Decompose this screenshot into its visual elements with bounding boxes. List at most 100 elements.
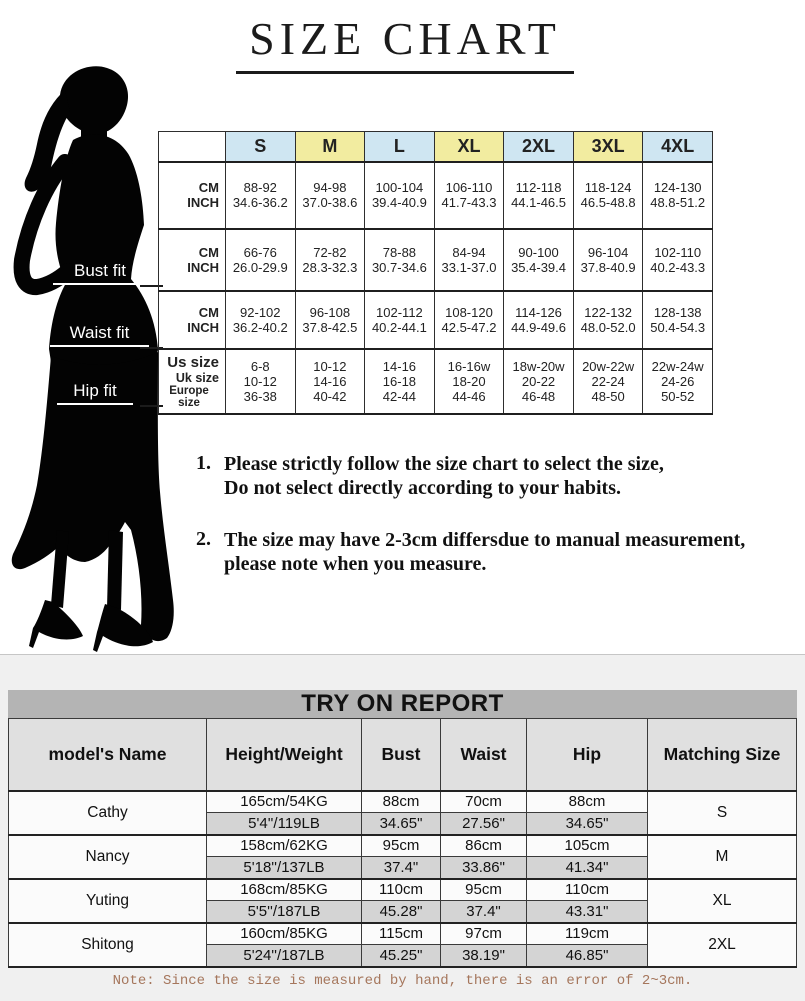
waist-metric: 97cm: [440, 921, 527, 945]
note-1-line-1: Please strictly follow the size chart to…: [224, 453, 664, 475]
table-row: Cathy 165cm/54KG 88cm 70cm 88cm S: [8, 789, 797, 835]
try-on-report-section: TRY ON REPORT model's Name Height/Weight…: [0, 654, 805, 1001]
hip-inch-value: 37.8-42.5: [302, 319, 358, 335]
col-header-hip: Hip: [526, 718, 648, 792]
col-header-bust: Bust: [361, 718, 441, 792]
europe-size-value: 46-48: [521, 388, 556, 404]
woman-silhouette-icon: [11, 66, 174, 652]
hip-imperial: 41.34": [526, 856, 648, 879]
region-size-rows: Us size Uk size Europe size 6-8 10-12 36-3…: [158, 348, 713, 415]
matching-size: M: [647, 833, 797, 879]
uk-size-value: 18-20: [452, 373, 486, 389]
hip-row: CM INCH 92-102 36.2-40.2 96-108 37.8-42.5 …: [158, 290, 713, 350]
hip-imperial: 46.85": [526, 944, 648, 967]
waist-cm-value: 66-76: [243, 244, 277, 260]
us-size-value: 20w-22w: [582, 358, 635, 374]
waist-cm-value: 90-100: [518, 244, 559, 260]
bust-imperial: 37.4": [361, 856, 441, 879]
europe-size-value: 48-50: [591, 388, 625, 404]
waist-row: CM INCH 66-76 26.0-29.9 72-82 28.3-32.3 78…: [158, 228, 713, 292]
uk-size-value: 24-26: [661, 373, 695, 389]
bust-metric: 95cm: [361, 833, 441, 857]
europe-size-value: 50-52: [661, 388, 695, 404]
model-name: Shitong: [8, 921, 207, 967]
table-row: 5'4''/119LB 34.65" 27.56" 34.65": [9, 812, 797, 835]
note-2-number: 2.: [196, 528, 211, 550]
note-1-line-2: Do not select directly according to your…: [224, 477, 622, 499]
inch-row-label: INCH: [187, 195, 219, 210]
bust-inch-value: 44.1-46.5: [511, 195, 566, 210]
waist-imperial: 38.19": [440, 944, 527, 967]
bust-metric: 110cm: [361, 877, 441, 901]
col-header-model-name: model's Name: [8, 718, 207, 792]
us-size-value: 6-8: [250, 358, 270, 374]
hip-connector-line: [140, 405, 163, 407]
note-1: 1. Please strictly follow the size chart…: [196, 452, 796, 500]
waist-fit-label: Waist fit: [50, 323, 149, 347]
height-weight-metric: 158cm/62KG: [206, 833, 362, 857]
uk-size-value: 22-24: [591, 373, 625, 389]
height-weight-imperial: 5'24''/187LB: [206, 944, 362, 967]
waist-cm-value: 72-82: [313, 244, 347, 260]
table-row: 5'24''/187LB 45.25" 38.19" 46.85": [9, 944, 797, 967]
europe-size-value: 40-42: [313, 388, 347, 404]
model-name: Nancy: [8, 833, 207, 879]
us-size-label: Us size: [167, 353, 219, 371]
uk-size-value: 20-22: [521, 373, 556, 389]
col-header-matching-size: Matching Size: [647, 718, 797, 792]
bust-inch-value: 34.6-36.2: [232, 195, 288, 210]
hip-cm-value: 114-126: [515, 304, 562, 320]
europe-size-value: 36-38: [243, 388, 277, 404]
bust-cm-value: 118-124: [584, 180, 632, 195]
size-notes: 1. Please strictly follow the size chart…: [196, 452, 796, 604]
hip-imperial: 34.65": [526, 812, 648, 835]
title-underline: [236, 71, 574, 74]
hip-cm-value: 108-120: [445, 304, 493, 320]
waist-cm-value: 96-104: [587, 244, 629, 260]
waist-inch-value: 35.4-39.4: [511, 259, 566, 275]
waist-connector-line: [140, 347, 163, 349]
table-row: Yuting 168cm/85KG 110cm 95cm 110cm XL: [8, 877, 797, 923]
waist-inch-value: 37.8-40.9: [580, 259, 636, 275]
bust-inch-value: 39.4-40.9: [371, 195, 427, 210]
note-2: 2. The size may have 2-3cm differsdue to…: [196, 528, 796, 576]
us-size-value: 14-16: [382, 358, 417, 374]
waist-inch-value: 30.7-34.6: [371, 259, 427, 275]
us-size-value: 16-16w: [447, 358, 491, 374]
waist-imperial: 33.86": [440, 856, 527, 879]
cm-row-label: CM: [198, 180, 219, 195]
table-row: Shitong 160cm/85KG 115cm 97cm 119cm 2XL: [8, 921, 797, 967]
bust-imperial: 45.28": [361, 900, 441, 923]
hip-inch-value: 48.0-52.0: [580, 319, 636, 335]
model-silhouette-figure: Bust fit Waist fit Hip fit: [5, 60, 205, 660]
waist-inch-value: 33.1-37.0: [441, 259, 497, 275]
try-on-report-title: TRY ON REPORT: [8, 690, 797, 718]
size-col-header-2xl: 2XL: [503, 131, 574, 163]
hip-inch-value: 42.5-47.2: [441, 319, 497, 335]
matching-size: S: [647, 789, 797, 835]
hip-metric: 119cm: [526, 921, 648, 945]
bust-imperial: 45.25": [361, 944, 441, 967]
inch-row-label: INCH: [187, 259, 219, 275]
cm-row-label: CM: [198, 244, 219, 260]
bust-inch-value: 41.7-43.3: [441, 195, 497, 210]
uk-size-value: 14-16: [313, 373, 347, 389]
size-col-header-3xl: 3XL: [572, 131, 644, 163]
bust-imperial: 34.65": [361, 812, 441, 835]
height-weight-imperial: 5'18''/137LB: [206, 856, 362, 879]
hip-metric: 105cm: [526, 833, 648, 857]
measurement-error-note: Note: Since the size is measured by hand…: [112, 973, 693, 989]
waist-inch-value: 40.2-43.3: [650, 259, 706, 275]
waist-cm-value: 102-110: [654, 244, 702, 260]
hip-inch-value: 36.2-40.2: [232, 319, 288, 335]
bust-inch-value: 48.8-51.2: [650, 195, 706, 210]
try-on-report-table: model's Name Height/Weight Bust Waist Hi…: [8, 718, 797, 968]
table-row: Nancy 158cm/62KG 95cm 86cm 105cm M: [8, 833, 797, 879]
bust-connector-line: [140, 285, 163, 287]
bust-inch-value: 37.0-38.6: [302, 195, 358, 210]
size-col-header-l: L: [364, 131, 435, 163]
page-header: SIZE CHART: [200, 12, 610, 74]
bust-cm-value: 112-118: [515, 180, 562, 195]
us-size-value: 22w-24w: [651, 358, 704, 374]
waist-cm-value: 78-88: [382, 244, 417, 260]
